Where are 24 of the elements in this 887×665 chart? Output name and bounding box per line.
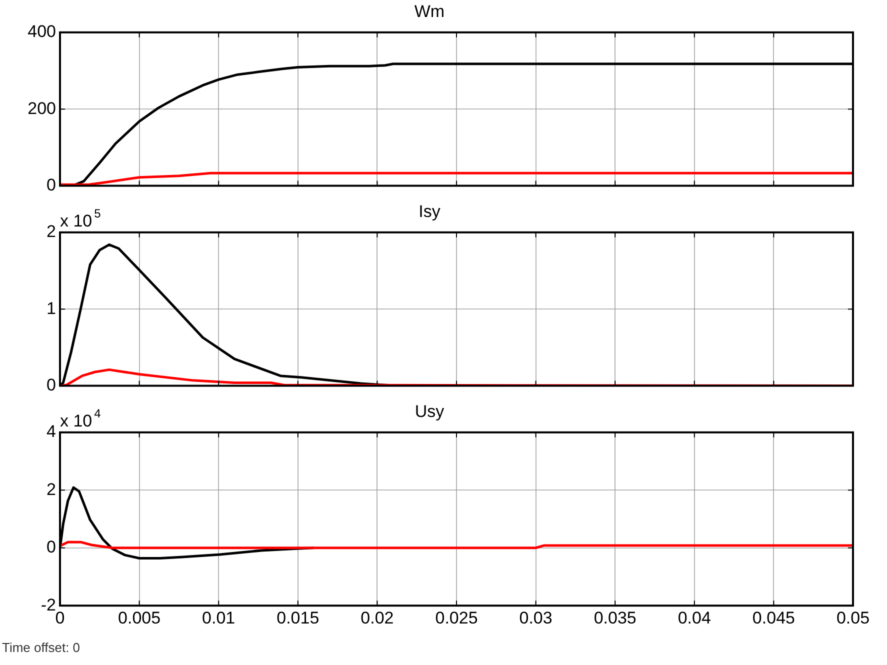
y-tick-label: 2 bbox=[46, 480, 56, 499]
x-tick-label: 0.035 bbox=[594, 608, 636, 628]
y-tick-label: 200 bbox=[28, 98, 56, 118]
x-tick-label: 0.02 bbox=[360, 608, 394, 628]
x-tick-label: 0.045 bbox=[752, 608, 795, 628]
chart-title: Wm bbox=[414, 2, 445, 21]
y-tick-label: 4 bbox=[46, 422, 56, 442]
y-tick-label: 0 bbox=[46, 538, 56, 557]
x-tick-label: 0.04 bbox=[678, 608, 711, 628]
y-tick-label: 0 bbox=[46, 375, 56, 394]
x-tick-label: 0.015 bbox=[276, 608, 320, 628]
chart-title: Isy bbox=[418, 202, 441, 221]
text: Time offset: 0 bbox=[2, 640, 82, 655]
x-tick-label: 0.05 bbox=[836, 608, 870, 628]
y-tick-label: 0 bbox=[46, 175, 56, 194]
x-tick-label: 0.025 bbox=[435, 608, 478, 628]
x-tick-label: 0.03 bbox=[519, 608, 552, 628]
x-tick-label: 0.005 bbox=[118, 608, 161, 628]
chart-title: Usy bbox=[414, 402, 445, 421]
y-tick-label: 400 bbox=[28, 22, 56, 42]
x-tick-label: 0.01 bbox=[202, 608, 236, 628]
y-tick-label: 2 bbox=[46, 222, 56, 242]
y-tick-label: -2 bbox=[40, 595, 56, 614]
y-tick-label: 1 bbox=[46, 298, 56, 318]
